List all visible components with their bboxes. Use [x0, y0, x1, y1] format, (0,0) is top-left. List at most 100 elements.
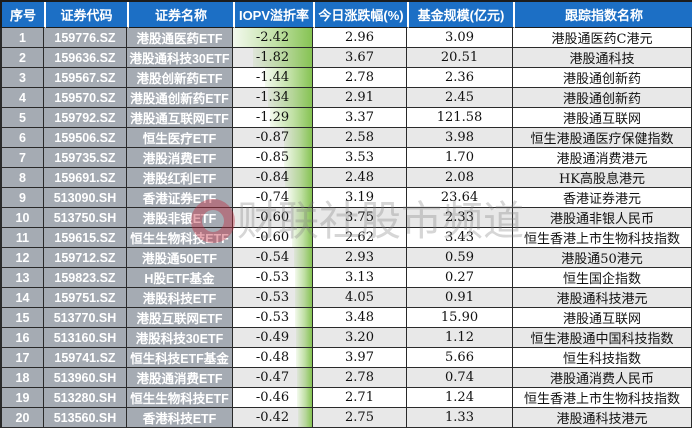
- cell-name: 港股科技ETF: [127, 288, 233, 308]
- cell-change: 4.05: [313, 288, 407, 308]
- cell-size: 1.33: [407, 408, 513, 428]
- cell-change: 3.67: [313, 48, 407, 68]
- cell-size: 1.70: [407, 148, 513, 168]
- cell-iopv: -0.53: [233, 308, 313, 328]
- cell-change: 3.20: [313, 328, 407, 348]
- cell-change: 2.58: [313, 128, 407, 148]
- cell-size: 5.66: [407, 348, 513, 368]
- cell-index: 港股通消费人民币: [513, 368, 692, 388]
- cell-index: 港股通创新药: [513, 88, 692, 108]
- cell-index: HK高股息港元: [513, 168, 692, 188]
- cell-name: 恒生医疗ETF: [127, 128, 233, 148]
- iopv-value: -1.82: [255, 50, 290, 65]
- table-row: 19 513280.SH 恒生生物科技ETF -0.46 2.71 1.24 恒生香港上市生…: [0, 388, 692, 408]
- cell-iopv: -0.47: [233, 368, 313, 388]
- cell-name: 恒生生物科技ETF: [127, 228, 233, 248]
- cell-size: 0.74: [407, 368, 513, 388]
- cell-iopv: -0.60: [233, 208, 313, 228]
- cell-seq: 13: [0, 268, 44, 288]
- iopv-databar: [296, 348, 312, 367]
- cell-change: 2.96: [313, 28, 407, 48]
- cell-code: 513280.SH: [44, 388, 127, 408]
- cell-name: 港股红利ETF: [127, 168, 233, 188]
- iopv-value: -0.60: [255, 230, 290, 245]
- cell-code: 513090.SH: [44, 188, 127, 208]
- cell-change: 2.71: [313, 388, 407, 408]
- cell-size: 2.08: [407, 168, 513, 188]
- iopv-value: -1.29: [255, 110, 290, 125]
- cell-name: 香港证券ETF: [127, 188, 233, 208]
- iopv-value: -2.42: [255, 30, 290, 45]
- cell-size: 3.98: [407, 128, 513, 148]
- cell-change: 2.78: [313, 68, 407, 88]
- iopv-value: -0.85: [255, 150, 290, 165]
- cell-size: 3.43: [407, 228, 513, 248]
- cell-code: 513960.SH: [44, 368, 127, 388]
- cell-iopv: -1.34: [233, 88, 313, 108]
- cell-seq: 17: [0, 348, 44, 368]
- table-row: 13 159823.SZ H股ETF基金 -0.53 3.13 0.27 恒生国企指数: [0, 268, 692, 288]
- cell-name: 港股互联网ETF: [127, 308, 233, 328]
- col-header-size: 基金规模(亿元): [409, 2, 515, 28]
- cell-index: 港股通创新药: [513, 68, 692, 88]
- table-body: 1 159776.SZ 港股通医药ETF -2.42 2.96 3.09 港股通医药C港元 2…: [0, 28, 692, 428]
- cell-change: 2.78: [313, 368, 407, 388]
- iopv-databar: [294, 288, 312, 307]
- iopv-databar: [298, 408, 312, 427]
- table-row: 17 159741.SZ 恒生科技ETF基金 -0.48 3.97 5.66 恒生科技指数: [0, 348, 692, 368]
- cell-size: 23.64: [407, 188, 513, 208]
- iopv-databar: [297, 388, 312, 407]
- cell-code: 159615.SZ: [44, 228, 127, 248]
- cell-index: 恒生港股通医疗保健指数: [513, 128, 692, 148]
- cell-index: 港股通互联网: [513, 108, 692, 128]
- col-header-seq: 序号: [2, 2, 46, 28]
- cell-code: 513160.SH: [44, 328, 127, 348]
- col-header-iopv: IOPV溢折率: [235, 2, 315, 28]
- cell-index: 港股通消费港元: [513, 148, 692, 168]
- cell-change: 3.48: [313, 308, 407, 328]
- cell-index: 港股通科技港元: [513, 288, 692, 308]
- col-header-change: 今日涨跌幅(%): [315, 2, 409, 28]
- cell-iopv: -0.48: [233, 348, 313, 368]
- cell-name: 港股通互联网ETF: [127, 108, 233, 128]
- cell-seq: 8: [0, 168, 44, 188]
- cell-change: 2.91: [313, 88, 407, 108]
- iopv-databar: [292, 208, 312, 227]
- cell-iopv: -0.53: [233, 268, 313, 288]
- iopv-value: -1.34: [255, 90, 290, 105]
- cell-change: 2.93: [313, 248, 407, 268]
- cell-seq: 7: [0, 148, 44, 168]
- iopv-databar: [294, 268, 312, 287]
- iopv-value: -0.42: [255, 410, 290, 425]
- cell-code: 159506.SZ: [44, 128, 127, 148]
- iopv-value: -0.87: [255, 130, 290, 145]
- table-row: 11 159615.SZ 恒生生物科技ETF -0.60 2.62 3.43 恒生香港上市生…: [0, 228, 692, 248]
- cell-change: 3.53: [313, 148, 407, 168]
- col-header-index: 跟踪指数名称: [515, 2, 692, 28]
- cell-size: 1.12: [407, 328, 513, 348]
- table-row: 8 159691.SZ 港股红利ETF -0.84 2.48 2.08 HK高股息港元: [0, 168, 692, 188]
- table-row: 18 513960.SH 港股通消费ETF -0.47 2.78 0.74 港股通消费人民币: [0, 368, 692, 388]
- cell-name: 港股通创新药ETF: [127, 88, 233, 108]
- iopv-value: -0.53: [255, 270, 290, 285]
- cell-seq: 9: [0, 188, 44, 208]
- iopv-databar: [296, 368, 312, 387]
- iopv-value: -0.47: [255, 370, 290, 385]
- table-row: 6 159506.SZ 恒生医疗ETF -0.87 2.58 3.98 恒生港股通医疗保健指…: [0, 128, 692, 148]
- cell-index: 恒生国企指数: [513, 268, 692, 288]
- cell-index: 港股通50港元: [513, 248, 692, 268]
- cell-iopv: -0.42: [233, 408, 313, 428]
- iopv-databar: [292, 228, 312, 247]
- table-row: 14 159751.SZ 港股科技ETF -0.53 4.05 0.91 港股通科技港元: [0, 288, 692, 308]
- cell-seq: 2: [0, 48, 44, 68]
- table-row: 7 159735.SZ 港股消费ETF -0.85 3.53 1.70 港股通消费港元: [0, 148, 692, 168]
- iopv-value: -0.60: [255, 210, 290, 225]
- table-row: 10 513750.SH 港股非银ETF -0.60 3.75 2.33 港股通非银人民币: [0, 208, 692, 228]
- cell-code: 159735.SZ: [44, 148, 127, 168]
- cell-seq: 1: [0, 28, 44, 48]
- cell-size: 0.27: [407, 268, 513, 288]
- cell-seq: 6: [0, 128, 44, 148]
- cell-name: 港股非银ETF: [127, 208, 233, 228]
- cell-name: 恒生科技ETF基金: [127, 348, 233, 368]
- cell-code: 159741.SZ: [44, 348, 127, 368]
